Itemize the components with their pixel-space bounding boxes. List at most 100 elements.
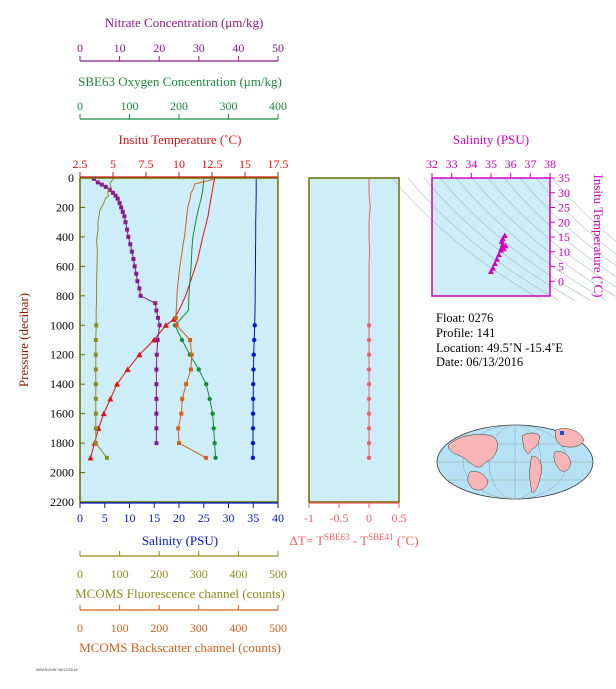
ts-point <box>491 260 498 267</box>
nitrate-point <box>113 193 118 198</box>
delta-t-point <box>366 323 372 328</box>
nitrate-point <box>155 338 160 342</box>
ts-point <box>501 232 508 239</box>
profile-number: Profile: 141 <box>436 326 495 340</box>
temperature-tick-label: 5 <box>110 157 116 171</box>
fluorescence-point <box>93 396 98 401</box>
temperature-point <box>100 410 107 417</box>
footer-credit: MBARI/UW 06/13/2016 <box>36 667 78 672</box>
pressure-tick-label: 2000 <box>50 466 74 480</box>
salinity-tick-label: 0 <box>77 511 83 525</box>
delta-t-tick-label: 0.5 <box>392 511 407 525</box>
temperature-tick-label: 17.5 <box>268 157 289 171</box>
backscatter-axis-title: MCOMS Backscatter channel (counts) <box>79 640 281 655</box>
salinity-point <box>250 411 256 416</box>
ts-temperature-tick-label: 15 <box>558 230 570 244</box>
delta-t-line <box>368 178 371 458</box>
density-contour <box>503 177 616 278</box>
salinity-tick-label: 20 <box>173 511 185 525</box>
oxygen-point <box>210 411 215 416</box>
salinity-point <box>251 352 256 357</box>
backscatter-point <box>180 396 185 401</box>
nitrate-point <box>156 315 161 320</box>
delta-t-point <box>366 411 372 416</box>
ts-salinity-tick-label: 36 <box>505 157 517 171</box>
nitrate-point <box>95 180 100 185</box>
fluorescence-point <box>93 382 98 387</box>
pressure-tick-label: 1200 <box>50 348 74 362</box>
backscatter-tick-label: 0 <box>77 621 83 635</box>
nitrate-point <box>154 411 159 416</box>
nitrate-point <box>154 382 159 387</box>
nitrate-point <box>128 242 133 247</box>
ts-point <box>498 238 505 244</box>
salinity-axis: 0 5 10 15 20 25 30 35 40 Salinity (PSU) <box>77 502 284 548</box>
ts-temperature-axis-title: Insitu Temperature (˚C) <box>591 174 606 297</box>
density-contour <box>439 177 591 301</box>
nitrate-point <box>99 182 104 187</box>
backscatter-point <box>188 367 193 372</box>
pressure-tick-label: 800 <box>56 289 74 303</box>
delta-t-axis-title: ΔT= TSBE63 - TSBE41 (˚C) <box>289 532 418 548</box>
ts-temperature-tick-label: 10 <box>558 245 570 259</box>
pressure-tick-label: 2200 <box>50 495 74 509</box>
salinity-tick-label: 30 <box>223 511 235 525</box>
delta-t-panel-frame <box>308 177 400 503</box>
oxygen-point <box>179 337 185 343</box>
density-contour <box>471 177 616 297</box>
nitrate-point <box>154 441 159 446</box>
salinity-series <box>250 178 257 461</box>
profile-panel: 0 200 400 600 800 1000 1200 1400 1600 1800 2000 220… <box>16 171 279 509</box>
ts-point <box>500 245 507 252</box>
salinity-point <box>250 426 256 431</box>
ts-temperature-tick-label: 20 <box>558 215 570 229</box>
delta-t-tick-label: -1 <box>304 511 314 525</box>
salinity-tick-label: 35 <box>247 511 259 525</box>
backscatter-point <box>179 411 184 416</box>
nitrate-axis-title: Nitrate Concentration (μm/kg) <box>105 15 264 30</box>
ts-salinity-tick-label: 35 <box>485 157 497 171</box>
delta-t-point <box>366 337 372 343</box>
ts-temperature-tick-label: 35 <box>558 171 570 185</box>
temperature-point <box>107 395 114 402</box>
salinity-line <box>252 178 257 458</box>
temperature-point <box>170 316 177 322</box>
oxygen-line <box>174 178 217 458</box>
oxygen-point <box>207 396 212 402</box>
nitrate-point <box>154 426 159 431</box>
nitrate-point <box>103 184 108 189</box>
ts-temperature-tick-label: 5 <box>558 260 564 274</box>
fluorescence-point <box>93 338 98 342</box>
ts-panel: Salinity (PSU) 32 33 34 35 36 37 3805101520253… <box>391 132 616 301</box>
backscatter-tick-label: 100 <box>111 621 129 635</box>
nitrate-point <box>157 323 162 328</box>
fluorescence-tick-label: 300 <box>190 567 208 581</box>
map-land <box>447 428 585 493</box>
ts-point <box>499 241 506 247</box>
backscatter-point <box>203 455 208 460</box>
backscatter-point <box>177 441 181 446</box>
ts-salinity-axis-title: Salinity (PSU) <box>453 132 529 147</box>
delta-t-point <box>366 455 372 461</box>
temperature-series <box>87 178 216 461</box>
backscatter-tick-label: 300 <box>190 621 208 635</box>
nitrate-tick-label: 30 <box>193 41 205 55</box>
density-contour <box>407 177 559 301</box>
nitrate-point <box>154 352 159 357</box>
backscatter-axis: 0 100 200 300 400 500 MCOMS Backscatter chann… <box>77 605 287 655</box>
pressure-tick-label: 1800 <box>50 436 74 450</box>
profile-panel-bg <box>80 178 278 502</box>
delta-t-panel: -1 -0.5 0 0.5 ΔT= TSBE63 - TSBE41 (˚C) <box>289 177 419 548</box>
profile-date: Date: 06/13/2016 <box>436 355 523 369</box>
pressure-axis-title: Pressure (decibar) <box>16 293 31 387</box>
temperature-tick-label: 7.5 <box>139 157 154 171</box>
ts-point <box>495 251 502 258</box>
backscatter-tick-label: 400 <box>229 621 247 635</box>
ts-point <box>502 242 509 249</box>
nitrate-point <box>132 264 137 269</box>
ts-salinity-tick-label: 38 <box>544 157 556 171</box>
nitrate-point <box>110 190 115 195</box>
fluorescence-tick-label: 0 <box>77 567 83 581</box>
ts-point <box>489 264 496 271</box>
fluorescence-axis-title: MCOMS Fluorescence channel (counts) <box>75 586 285 601</box>
